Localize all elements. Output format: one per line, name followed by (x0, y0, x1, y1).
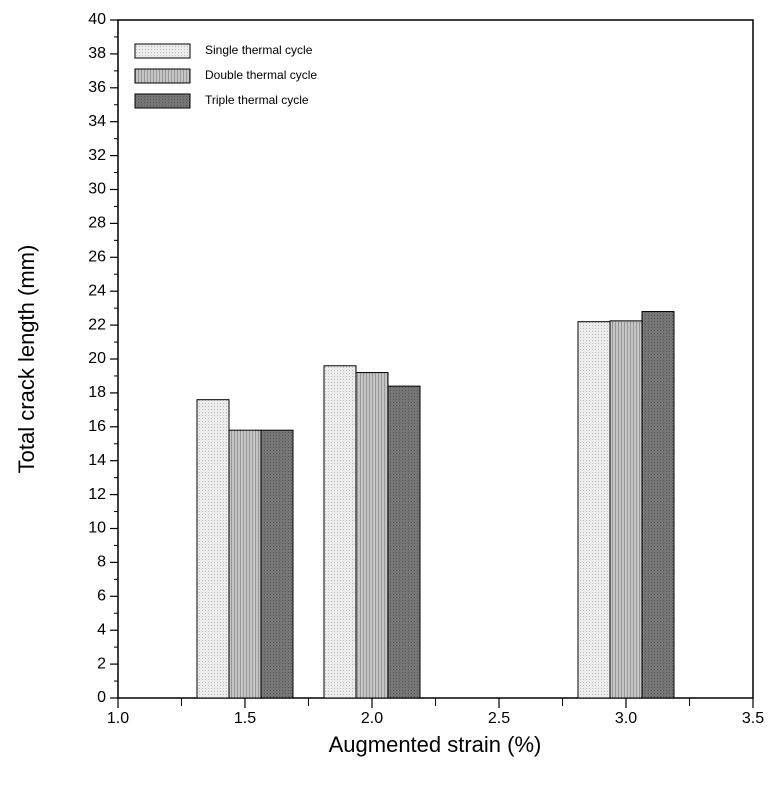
y-tick-label: 6 (97, 588, 106, 605)
y-tick-label: 24 (88, 282, 106, 299)
x-tick-label: 2.5 (488, 710, 510, 727)
bar (261, 430, 293, 698)
x-tick-label: 1.0 (107, 710, 129, 727)
x-axis-title: Augmented strain (%) (329, 732, 542, 757)
y-tick-label: 14 (88, 452, 106, 469)
y-tick-label: 12 (88, 486, 106, 503)
bar (229, 430, 261, 698)
bar (197, 400, 229, 698)
y-tick-label: 26 (88, 249, 106, 266)
y-tick-label: 40 (88, 11, 106, 28)
bar (610, 321, 642, 698)
y-tick-label: 32 (88, 147, 106, 164)
legend-label: Double thermal cycle (205, 68, 317, 82)
y-tick-label: 16 (88, 418, 106, 435)
y-tick-label: 36 (88, 79, 106, 96)
y-tick-label: 10 (88, 520, 106, 537)
x-tick-label: 3.5 (742, 710, 764, 727)
bar (578, 322, 610, 698)
bar (388, 386, 420, 698)
legend-swatch (135, 94, 190, 108)
y-axis-title: Total crack length (mm) (14, 245, 39, 474)
y-tick-label: 8 (97, 554, 106, 571)
legend-label: Single thermal cycle (205, 43, 313, 57)
legend-swatch (135, 44, 190, 58)
x-tick-label: 3.0 (615, 710, 637, 727)
x-tick-label: 1.5 (234, 710, 256, 727)
bar (356, 373, 388, 698)
y-tick-label: 0 (97, 689, 106, 706)
bar (324, 366, 356, 698)
y-tick-label: 2 (97, 655, 106, 672)
y-tick-label: 30 (88, 181, 106, 198)
chart: Augmented strain (%) Total crack length … (0, 0, 771, 793)
y-tick-label: 28 (88, 215, 106, 232)
y-tick-label: 38 (88, 45, 106, 62)
y-tick-label: 18 (88, 384, 106, 401)
y-tick-label: 34 (88, 113, 106, 130)
y-tick-label: 22 (88, 316, 106, 333)
y-tick-label: 20 (88, 350, 106, 367)
x-tick-label: 2.0 (361, 710, 383, 727)
y-tick-label: 4 (97, 621, 106, 638)
bar (642, 312, 674, 698)
legend-label: Triple thermal cycle (205, 93, 309, 107)
legend-swatch (135, 69, 190, 83)
